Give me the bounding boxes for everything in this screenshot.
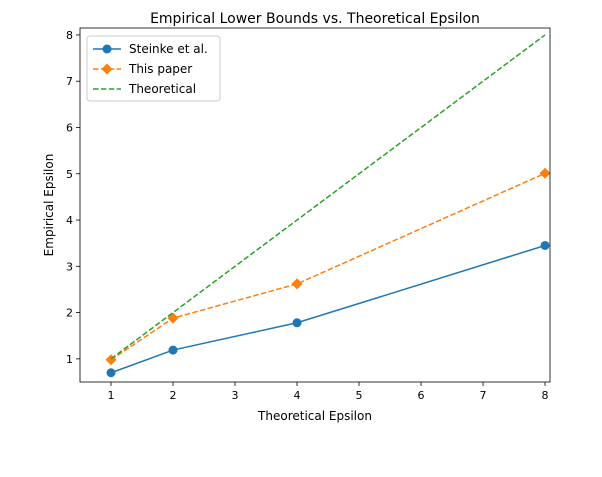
y-axis-label: Empirical Epsilon <box>42 154 56 257</box>
legend: Steinke et al. This paper Theoretical <box>86 35 221 102</box>
data-point <box>292 318 302 328</box>
legend-marker <box>101 63 113 75</box>
x-axis-label: Theoretical Epsilon <box>257 409 372 423</box>
legend-label: This paper <box>128 62 192 76</box>
y-tick-label: 6 <box>66 121 73 134</box>
y-tick-label: 3 <box>66 260 73 273</box>
data-point <box>539 167 551 179</box>
x-tick-label: 8 <box>542 389 549 402</box>
data-point <box>167 312 179 324</box>
plot-frame <box>79 27 551 383</box>
legend-label: Theoretical <box>128 82 196 96</box>
legend-label: Steinke et al. <box>129 42 208 56</box>
y-tick-label: 1 <box>66 353 73 366</box>
y-tick-label: 2 <box>66 307 73 320</box>
x-tick-label: 7 <box>480 389 487 402</box>
y-tick-label: 8 <box>66 29 73 42</box>
y-tick-label: 5 <box>66 168 73 181</box>
x-tick-label: 5 <box>356 389 363 402</box>
data-point <box>168 345 178 355</box>
x-tick-label: 3 <box>232 389 239 402</box>
series-line-0 <box>110 244 546 374</box>
x-tick-label: 4 <box>294 389 301 402</box>
series-line-2 <box>110 34 546 360</box>
data-point <box>291 278 303 290</box>
x-tick-label: 1 <box>108 389 115 402</box>
legend-box <box>86 35 221 102</box>
data-point <box>540 240 550 250</box>
y-tick-label: 7 <box>66 75 73 88</box>
data-point <box>106 368 116 378</box>
x-tick-label: 6 <box>418 389 425 402</box>
chart-title: Empirical Lower Bounds vs. Theoretical E… <box>150 11 480 27</box>
x-tick-label: 2 <box>170 389 177 402</box>
series-line-1 <box>110 172 546 361</box>
y-tick-label: 4 <box>66 214 73 227</box>
legend-marker <box>102 44 112 54</box>
